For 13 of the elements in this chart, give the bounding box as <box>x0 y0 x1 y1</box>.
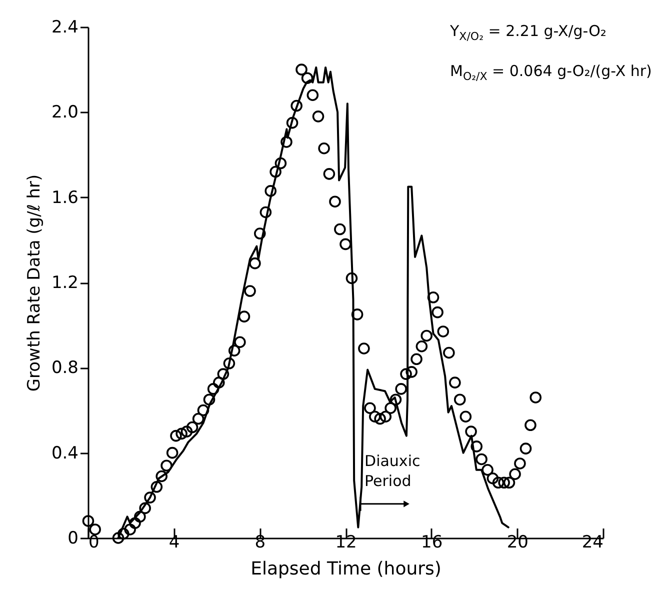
y-tick-label: 1.2 <box>51 273 78 293</box>
annotation: Diauxic Period <box>364 452 420 490</box>
y-tick-label: 2.0 <box>51 102 78 123</box>
y-tick-label: 1.6 <box>51 188 78 208</box>
y-axis-title: Growth Rate Data (g/ℓ hr) <box>24 174 44 392</box>
x-tick-label: 16 <box>421 532 443 552</box>
annotation: Y$_{X/O₂}$ = 2.21 g-X/g-O₂ <box>450 21 608 45</box>
annotation: M$_{O₂/X}$ = 0.064 g-O₂/(g-X hr) <box>450 61 652 85</box>
y-tick-label: 0.8 <box>51 358 78 378</box>
y-tick-label: 2.4 <box>51 18 78 38</box>
y-tick-label: 0.4 <box>51 443 78 464</box>
x-tick-label: 12 <box>335 532 357 552</box>
x-axis-title: Elapsed Time (hours) <box>250 558 442 580</box>
